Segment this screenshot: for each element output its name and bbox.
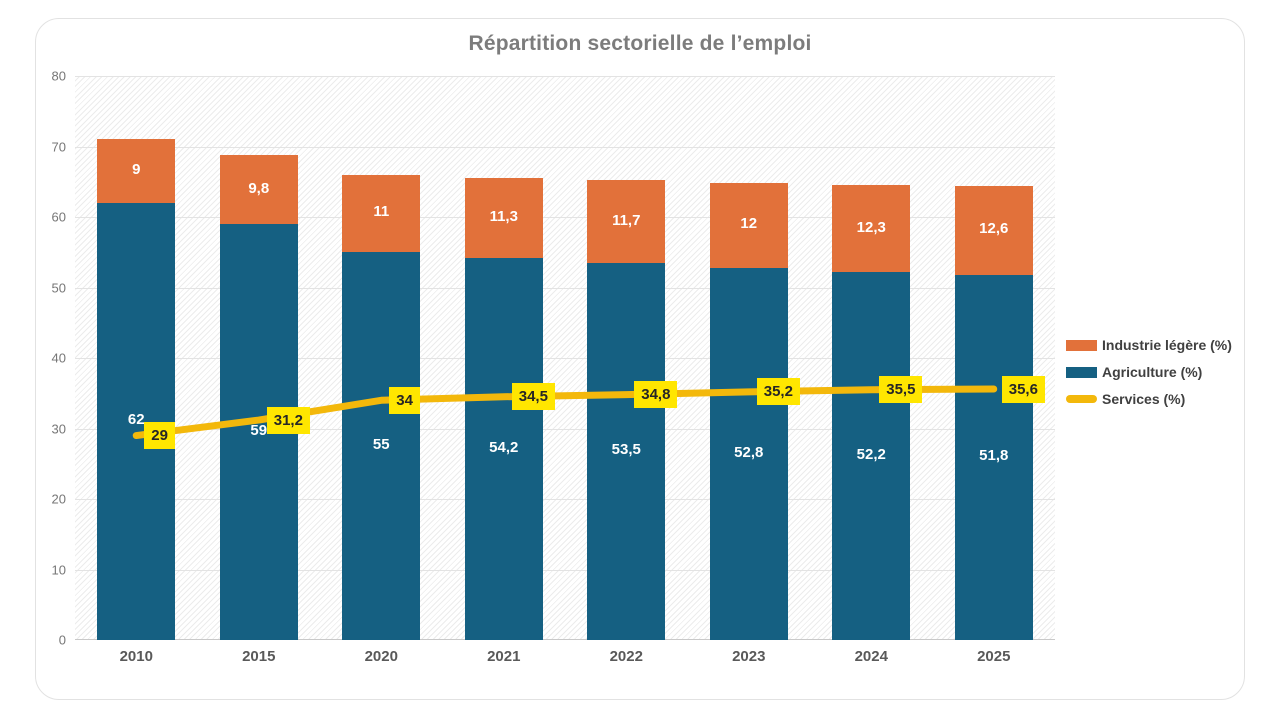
x-tick-2010: 2010 <box>119 648 153 665</box>
bar-segment-industrie-2024 <box>832 185 911 272</box>
services-value-label: 31,2 <box>266 406 310 434</box>
y-tick-60: 60 <box>51 209 66 225</box>
gridline-30 <box>75 428 1055 430</box>
bar-segment-industrie-2010 <box>97 139 176 203</box>
x-tick-2015: 2015 <box>242 648 276 665</box>
x-tick-2021: 2021 <box>487 648 521 665</box>
gridline-70 <box>75 146 1055 148</box>
bar-segment-industrie-2025 <box>954 185 1033 275</box>
x-tick-2022: 2022 <box>609 648 643 665</box>
agriculture-value-label: 59 <box>250 422 268 440</box>
gridline-20 <box>75 499 1055 500</box>
industrie-value-label: 11,7 <box>612 211 641 229</box>
services-value-label: 34,8 <box>634 381 678 409</box>
services-value-label: 34,5 <box>511 383 555 411</box>
y-tick-70: 70 <box>51 139 66 154</box>
chart-title: Répartition sectorielle de l’emploi <box>468 32 812 55</box>
bar-segment-industrie-2015 <box>219 154 298 225</box>
y-tick-30: 30 <box>51 421 66 436</box>
bar-segment-industrie-2020 <box>342 174 421 253</box>
bar-segment-agriculture-2025 <box>954 274 1033 640</box>
legend-item-agriculture: Agriculture (%) <box>1066 361 1232 383</box>
bar-segment-industrie-2023 <box>709 183 788 268</box>
y-tick-40: 40 <box>51 350 66 366</box>
bar-segment-industrie-2022 <box>587 180 666 263</box>
services-value-label: 29 <box>144 422 175 450</box>
bar-segment-agriculture-2022 <box>587 262 666 640</box>
bar-segment-agriculture-2024 <box>832 271 911 640</box>
y-tick-10: 10 <box>51 562 66 577</box>
services-line <box>132 385 998 440</box>
agriculture-value-label: 52,2 <box>856 445 886 463</box>
industrie-value-label: 12,3 <box>856 218 886 236</box>
gridline-0 <box>75 639 1055 640</box>
bar-segment-agriculture-2020 <box>342 252 421 640</box>
agriculture-value-label: 62 <box>127 411 145 429</box>
gridline-80 <box>75 76 1055 77</box>
gridline-50 <box>75 287 1055 289</box>
y-tick-0: 0 <box>58 632 66 648</box>
legend-item-industrie: Industrie légère (%) <box>1066 334 1232 356</box>
x-tick-2024: 2024 <box>854 648 888 665</box>
legend: Industrie légère (%) Agriculture (%) Ser… <box>1066 334 1232 410</box>
bar-segment-agriculture-2021 <box>464 257 543 640</box>
services-value-label: 34 <box>389 386 420 414</box>
industrie-legend-swatch-icon <box>1066 339 1097 351</box>
legend-label: Agriculture (%) <box>1102 364 1203 380</box>
bar-segment-agriculture-2010 <box>97 202 176 640</box>
legend-label: Services (%) <box>1102 391 1186 407</box>
gridline-60 <box>75 217 1055 218</box>
services-value-label: 35,5 <box>879 376 923 404</box>
agriculture-value-label: 55 <box>372 436 390 454</box>
legend-item-services: Services (%) <box>1066 388 1232 410</box>
services-legend-swatch-icon <box>1066 395 1097 403</box>
industrie-value-label: 12 <box>740 215 758 233</box>
bar-segment-industrie-2021 <box>464 178 543 258</box>
y-tick-20: 20 <box>51 491 66 507</box>
plot-area: 62 9 59 9,8 55 11 54,2 11,3 53,5 11,7 52,8 12 52,2 12… <box>75 76 1055 640</box>
gridline-40 <box>75 358 1055 359</box>
bar-segment-agriculture-2023 <box>709 267 788 640</box>
x-tick-2020: 2020 <box>364 648 398 665</box>
industrie-value-label: 12,6 <box>979 220 1009 238</box>
x-axis: 2010 2015 2020 2021 2022 2023 2024 2025 <box>75 648 1055 674</box>
agriculture-value-label: 52,8 <box>734 443 764 461</box>
industrie-value-label: 11,3 <box>489 208 518 226</box>
legend-label: Industrie légère (%) <box>1102 337 1232 353</box>
y-axis: 0 10 20 30 40 50 60 70 80 <box>18 69 66 648</box>
x-tick-2025: 2025 <box>977 648 1011 665</box>
agriculture-value-label: 53,5 <box>611 441 641 459</box>
y-tick-80: 80 <box>51 68 66 84</box>
y-tick-50: 50 <box>51 280 66 295</box>
services-value-label: 35,2 <box>756 378 800 406</box>
agriculture-legend-swatch-icon <box>1066 366 1097 378</box>
gridline-10 <box>75 569 1055 571</box>
industrie-value-label: 9 <box>132 161 141 179</box>
agriculture-value-label: 51,8 <box>979 447 1009 465</box>
industrie-value-label: 11 <box>373 203 390 221</box>
services-value-label: 35,6 <box>1001 375 1045 403</box>
industrie-value-label: 9,8 <box>248 179 270 197</box>
x-tick-2023: 2023 <box>732 648 766 665</box>
agriculture-value-label: 54,2 <box>489 438 519 456</box>
